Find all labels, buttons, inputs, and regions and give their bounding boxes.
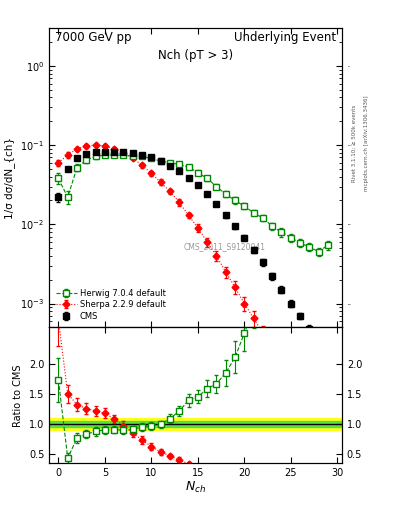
Text: Rivet 3.1.10; ≥ 500k events: Rivet 3.1.10; ≥ 500k events <box>352 105 357 182</box>
Text: CMS_2011_S9120041: CMS_2011_S9120041 <box>184 242 266 251</box>
Text: Underlying Event: Underlying Event <box>234 31 336 44</box>
Text: Nch (pT > 3): Nch (pT > 3) <box>158 49 233 62</box>
Text: mcplots.cern.ch [arXiv:1306.3436]: mcplots.cern.ch [arXiv:1306.3436] <box>364 96 369 191</box>
Legend: Herwig 7.0.4 default, Sherpa 2.2.9 default, CMS: Herwig 7.0.4 default, Sherpa 2.2.9 defau… <box>53 286 168 323</box>
Y-axis label: Ratio to CMS: Ratio to CMS <box>13 364 23 426</box>
Text: 7000 GeV pp: 7000 GeV pp <box>55 31 132 44</box>
Y-axis label: 1/σ dσ/dN_{ch}: 1/σ dσ/dN_{ch} <box>4 137 15 219</box>
X-axis label: $N_{ch}$: $N_{ch}$ <box>185 480 206 495</box>
